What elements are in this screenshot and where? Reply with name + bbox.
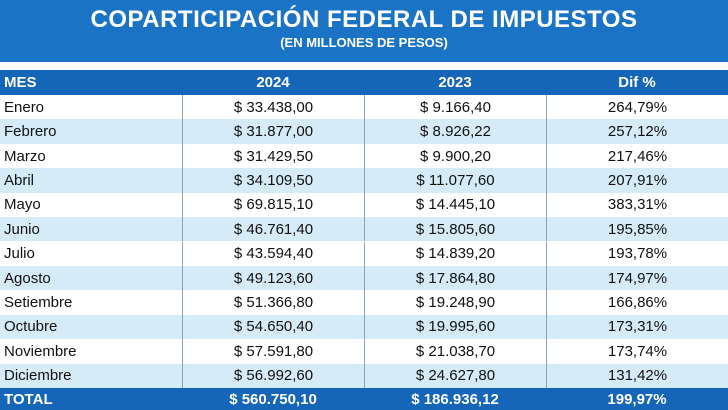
title-band: COPARTICIPACIÓN FEDERAL DE IMPUESTOS (EN… xyxy=(0,0,728,62)
cell: 264,79% xyxy=(546,95,728,120)
cell: $ 31.877,00 xyxy=(182,119,364,144)
cell: Agosto xyxy=(4,269,51,287)
cell: Diciembre xyxy=(4,367,72,385)
cell: $ 49.123,60 xyxy=(182,265,364,291)
table-row: Agosto $ 49.123,60 $ 17.864,80 174,97% xyxy=(0,265,728,291)
cell: $ 8.926,22 xyxy=(364,119,546,144)
cell: Noviembre xyxy=(4,342,77,360)
table-row: Octubre $ 54.650,40 $ 19.995,60 173,31% xyxy=(0,314,728,340)
cell: 131,42% xyxy=(546,363,728,388)
cell: $ 33.438,00 xyxy=(182,95,364,120)
cell: 257,12% xyxy=(546,119,728,144)
table-row: Junio $ 46.761,40 $ 15.805,60 195,85% xyxy=(0,217,728,242)
cell: Enero xyxy=(4,98,45,116)
title: COPARTICIPACIÓN FEDERAL DE IMPUESTOS xyxy=(90,6,638,33)
cell: 2024 xyxy=(256,74,290,91)
cell: $ 9.900,20 xyxy=(364,143,546,169)
cell: $ 21.038,70 xyxy=(364,339,546,364)
cell: Mayo xyxy=(4,196,41,214)
cell: $ 54.650,40 xyxy=(182,314,364,340)
cell: $ 46.761,40 xyxy=(182,217,364,242)
cell: $ 560.750,10 xyxy=(229,390,317,408)
cell: Marzo xyxy=(4,147,46,165)
total-row: TOTAL $ 560.750,10 $ 186.936,12 199,97% xyxy=(0,388,728,410)
table-row: Julio $ 43.594,40 $ 14.839,20 193,78% xyxy=(0,241,728,266)
cell: Octubre xyxy=(4,318,58,336)
cell: $ 69.815,10 xyxy=(182,192,364,218)
table-row: Mayo $ 69.815,10 $ 14.445,10 383,31% xyxy=(0,192,728,218)
cell: 193,78% xyxy=(546,241,728,266)
cell: $ 31.429,50 xyxy=(182,143,364,169)
cell: TOTAL xyxy=(4,390,53,408)
table-row: Diciembre $ 56.992,60 $ 24.627,80 131,42% xyxy=(0,363,728,388)
cell: $ 9.166,40 xyxy=(364,95,546,120)
cell: 383,31% xyxy=(546,192,728,218)
cell: 217,46% xyxy=(546,143,728,169)
cell: Julio xyxy=(4,245,35,263)
cell: $ 51.366,80 xyxy=(182,290,364,315)
subtitle: (EN MILLONES DE PESOS) xyxy=(280,35,448,50)
cell: 199,97% xyxy=(607,390,667,408)
cell: 173,74% xyxy=(546,339,728,364)
table-row: Enero $ 33.438,00 $ 9.166,40 264,79% xyxy=(0,95,728,120)
cell: Abril xyxy=(4,171,35,189)
cell: Febrero xyxy=(4,123,57,141)
cell: $ 11.077,60 xyxy=(364,168,546,193)
cell: $ 24.627,80 xyxy=(364,363,546,388)
table-row: Marzo $ 31.429,50 $ 9.900,20 217,46% xyxy=(0,143,728,169)
header-row: MES 2024 2023 Dif % xyxy=(0,70,728,95)
cell: $ 186.936,12 xyxy=(411,390,499,408)
table-row: Setiembre $ 51.366,80 $ 19.248,90 166,86% xyxy=(0,290,728,315)
cell: $ 57.591,80 xyxy=(182,339,364,364)
cell: 174,97% xyxy=(546,265,728,291)
cell: Dif % xyxy=(618,74,656,91)
cell: $ 14.445,10 xyxy=(364,192,546,218)
cell: $ 15.805,60 xyxy=(364,217,546,242)
cell: 195,85% xyxy=(546,217,728,242)
cell: $ 17.864,80 xyxy=(364,265,546,291)
table-row: Abril $ 34.109,50 $ 11.077,60 207,91% xyxy=(0,168,728,193)
cell: $ 56.992,60 xyxy=(182,363,364,388)
cell: $ 14.839,20 xyxy=(364,241,546,266)
cell: Setiembre xyxy=(4,294,73,312)
cell: 166,86% xyxy=(546,290,728,315)
cell: MES xyxy=(4,74,37,91)
cell: 173,31% xyxy=(546,314,728,340)
cell: $ 19.995,60 xyxy=(364,314,546,340)
cell: $ 19.248,90 xyxy=(364,290,546,315)
cell: $ 43.594,40 xyxy=(182,241,364,266)
cell: $ 34.109,50 xyxy=(182,168,364,193)
cell: 2023 xyxy=(438,74,472,91)
table-row: Noviembre $ 57.591,80 $ 21.038,70 173,74% xyxy=(0,339,728,364)
cell: 207,91% xyxy=(546,168,728,193)
cell: Junio xyxy=(4,220,40,238)
table-row: Febrero $ 31.877,00 $ 8.926,22 257,12% xyxy=(0,119,728,144)
